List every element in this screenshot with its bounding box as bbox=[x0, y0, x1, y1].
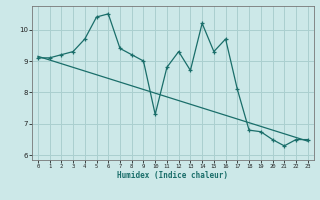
X-axis label: Humidex (Indice chaleur): Humidex (Indice chaleur) bbox=[117, 171, 228, 180]
